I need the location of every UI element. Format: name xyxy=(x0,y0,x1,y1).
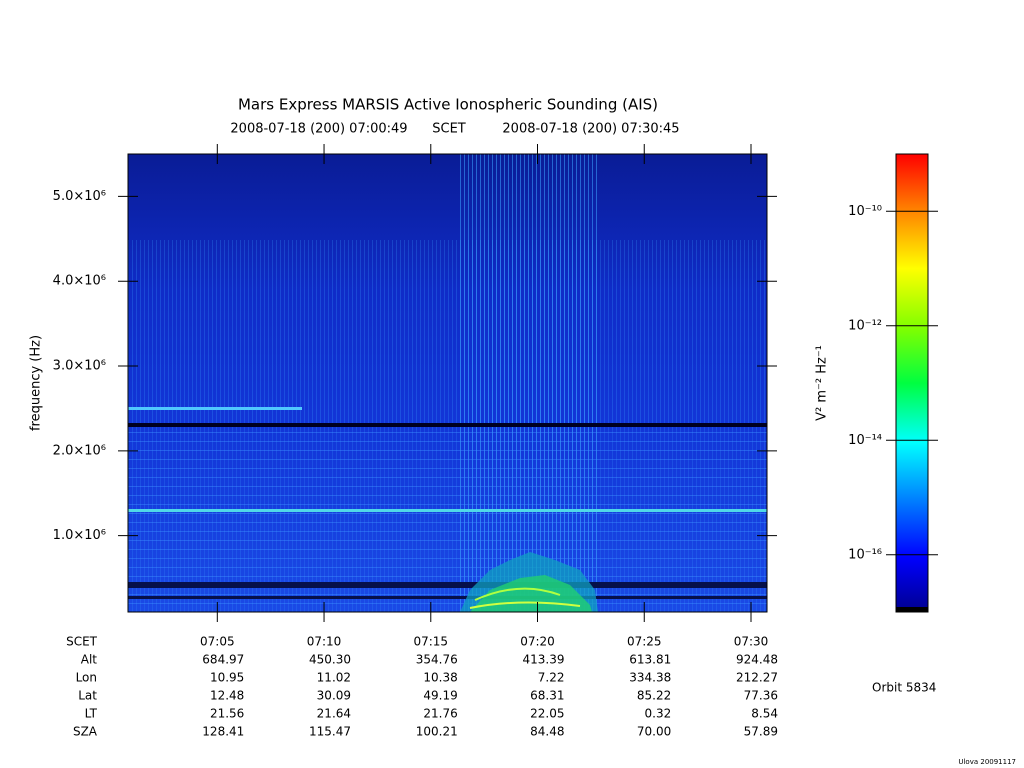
ephemeris-value: 30.09 xyxy=(317,689,351,703)
ephemeris-label: Lon xyxy=(76,671,97,685)
ephemeris-value: 21.64 xyxy=(317,707,351,721)
ephemeris-value: 100.21 xyxy=(416,725,458,739)
colorbar-floor xyxy=(896,607,928,612)
ephemeris-value: 413.39 xyxy=(523,653,565,667)
ephemeris-value: 85.22 xyxy=(637,689,671,703)
ephemeris-value: 68.31 xyxy=(530,689,564,703)
ephemeris-value: 22.05 xyxy=(530,707,564,721)
footer: Ulova 20091117 xyxy=(958,758,1016,766)
ephemeris-value: 11.02 xyxy=(317,671,351,685)
colorbar-label: V² m⁻² Hz⁻¹ xyxy=(815,345,830,421)
ephemeris-value: 128.41 xyxy=(202,725,244,739)
ephemeris-value: 77.36 xyxy=(744,689,778,703)
colorbar-frame xyxy=(895,153,929,613)
ephemeris-value: 8.54 xyxy=(751,707,778,721)
colorbar-tick-label: 10⁻¹⁶ xyxy=(848,547,882,562)
ephemeris-value: 450.30 xyxy=(309,653,351,667)
y-tick-label: 2.0×10⁶ xyxy=(53,443,106,458)
ephemeris-label: Lat xyxy=(78,689,97,703)
y-tick-label: 5.0×10⁶ xyxy=(53,189,106,204)
chart-title: Mars Express MARSIS Active Ionospheric S… xyxy=(238,96,658,114)
subtitle-start: 2008-07-18 (200) 07:00:49 xyxy=(230,122,407,137)
ephemeris-value: 57.89 xyxy=(744,725,778,739)
ephemeris-label: Alt xyxy=(81,653,98,667)
ephemeris-value: 21.56 xyxy=(210,707,244,721)
ephemeris-value: 0.32 xyxy=(645,707,672,721)
y-tick-label: 3.0×10⁶ xyxy=(53,359,106,374)
ephemeris-value: 924.48 xyxy=(736,653,778,667)
ephemeris-value: 10.95 xyxy=(210,671,244,685)
ephemeris-value: 84.48 xyxy=(530,725,564,739)
ephemeris-value: 684.97 xyxy=(202,653,244,667)
ephemeris-label: SCET xyxy=(66,635,98,649)
colorbar-tick-label: 10⁻¹⁰ xyxy=(848,204,882,219)
ephemeris-label: SZA xyxy=(73,725,98,739)
x-tick-label: 07:20 xyxy=(520,635,555,649)
subtitle-scale: SCET xyxy=(432,122,466,137)
ephemeris-value: 10.38 xyxy=(423,671,457,685)
ephemeris-value: 21.76 xyxy=(423,707,457,721)
y-tick-label: 4.0×10⁶ xyxy=(53,274,106,289)
x-tick-label: 07:10 xyxy=(307,635,342,649)
plot-frame xyxy=(127,153,768,613)
x-tick-label: 07:30 xyxy=(734,635,769,649)
ephemeris-value: 70.00 xyxy=(637,725,671,739)
y-axis-label: frequency (Hz) xyxy=(29,335,44,431)
ephemeris-value: 212.27 xyxy=(736,671,778,685)
x-tick-label: 07:05 xyxy=(200,635,235,649)
colorbar-tick-label: 10⁻¹⁴ xyxy=(848,433,882,448)
x-tick-label: 07:25 xyxy=(627,635,662,649)
ephemeris-value: 354.76 xyxy=(416,653,458,667)
colorbar-tick-label: 10⁻¹² xyxy=(848,318,882,333)
spectrogram-image xyxy=(128,154,767,612)
ephemeris-value: 12.48 xyxy=(210,689,244,703)
ephemeris-value: 7.22 xyxy=(538,671,565,685)
ephemeris-value: 613.81 xyxy=(629,653,671,667)
x-tick-label: 07:15 xyxy=(413,635,448,649)
subtitle-end: 2008-07-18 (200) 07:30:45 xyxy=(502,122,679,137)
ephemeris-value: 334.38 xyxy=(629,671,671,685)
ephemeris-value: 115.47 xyxy=(309,725,351,739)
colorbar xyxy=(896,154,928,612)
y-tick-label: 1.0×10⁶ xyxy=(53,528,106,543)
orbit-label: Orbit 5834 xyxy=(872,681,936,695)
ephemeris-label: LT xyxy=(85,707,98,721)
ephemeris-value: 49.19 xyxy=(423,689,457,703)
